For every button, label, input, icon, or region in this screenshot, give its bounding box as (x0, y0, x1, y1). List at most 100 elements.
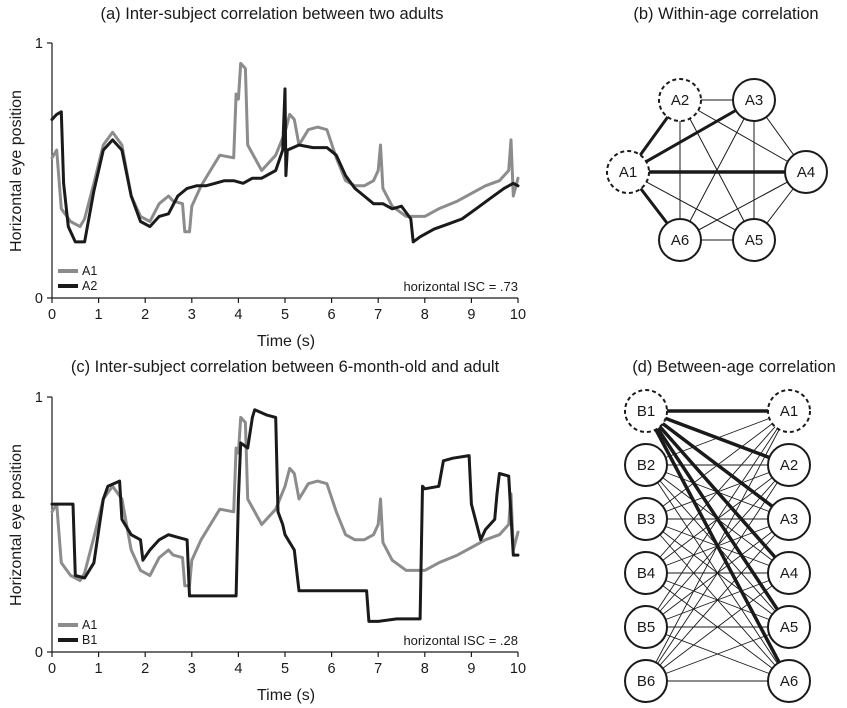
x-tick-label: 9 (467, 307, 475, 323)
panel-a-isc-label: horizontal ISC = .73 (403, 279, 518, 294)
node-a5 (767, 605, 811, 649)
x-tick-label: 8 (421, 307, 429, 323)
x-tick-label: 6 (328, 661, 336, 677)
panel-c-plot: 0 1 2 3 4 5 6 7 8 9 10 0 1 A1 B1 horizontal ISC = .2… (8, 390, 526, 704)
node-a4 (767, 551, 811, 595)
edge-b1-a5 (644, 410, 791, 628)
series-line-a2 (50, 87, 520, 244)
x-tick-label: 4 (234, 661, 242, 677)
node-a3 (732, 78, 776, 122)
node-label-a3: A3 (780, 511, 798, 528)
node-label-b4: B4 (637, 565, 655, 582)
x-tick-label: 7 (374, 307, 382, 323)
node-label-a2: A2 (780, 457, 798, 474)
node-label-a4: A4 (780, 565, 798, 582)
series-line-a1 (50, 415, 520, 588)
node-label-a5: A5 (780, 619, 798, 636)
x-tick-label: 3 (188, 307, 196, 323)
panel-b-title: (b) Within-age correlation (633, 5, 818, 23)
legend-label-a2: A2 (82, 279, 97, 293)
panel-a-legend: A1 A2 (58, 264, 97, 293)
legend-label-a1: A1 (82, 264, 97, 278)
x-tick-label: 5 (281, 307, 289, 323)
series-line-a1 (50, 61, 520, 234)
y-tick-label: 0 (35, 291, 43, 307)
node-a5 (732, 218, 776, 262)
node-label-a6: A6 (671, 232, 689, 249)
x-tick-label: 2 (141, 307, 149, 323)
edge-b1-a4 (644, 409, 791, 575)
panel-c-lines (50, 408, 520, 623)
node-label-a1: A1 (780, 403, 798, 420)
node-a4 (784, 150, 828, 194)
y-tick-label: 1 (35, 36, 43, 52)
node-a2 (658, 78, 702, 122)
node-label-a1: A1 (619, 164, 637, 181)
panel-a-plot: 0 1 2 3 4 5 6 7 8 9 10 0 1 A1 A2 horizontal ISC = .7… (8, 36, 526, 350)
x-tick-label: 2 (141, 661, 149, 677)
edge-b1-a3 (644, 409, 791, 521)
x-tick-label: 10 (510, 307, 526, 323)
x-tick-label: 6 (328, 307, 336, 323)
edge-a4-a6 (679, 171, 807, 241)
node-label-a3: A3 (745, 92, 763, 109)
panel-c-axes: 0 1 2 3 4 5 6 7 8 9 10 0 1 (35, 390, 526, 677)
node-label-a2: A2 (671, 92, 689, 109)
node-b1 (624, 389, 668, 433)
panel-a-lines (50, 61, 520, 244)
node-label-a5: A5 (745, 232, 763, 249)
x-tick-label: 10 (510, 661, 526, 677)
edge-b1-a6 (644, 410, 791, 682)
node-label-b1: B1 (637, 403, 655, 420)
y-tick-label: 1 (35, 390, 43, 406)
node-b6 (624, 659, 668, 703)
node-a6 (767, 659, 811, 703)
node-label-b6: B6 (637, 673, 655, 690)
node-b4 (624, 551, 668, 595)
edge-b1-a2 (645, 409, 790, 467)
panel-c-ylabel: Horizontal eye position (8, 444, 25, 606)
y-tick-label: 0 (35, 645, 43, 661)
x-tick-label: 5 (281, 661, 289, 677)
x-tick-label: 0 (48, 661, 56, 677)
panel-c-legend: A1 B1 (58, 618, 97, 647)
series-line-b1 (50, 408, 520, 623)
node-a6 (658, 218, 702, 262)
node-label-b5: B5 (637, 619, 655, 636)
node-a1 (606, 150, 650, 194)
legend-label-c-a1: A1 (82, 618, 97, 632)
edge-a1-a3 (627, 98, 755, 174)
panel-a-ylabel: Horizontal eye position (8, 90, 25, 252)
panel-d-title: (d) Between-age correlation (632, 358, 836, 376)
panel-a-xlabel: Time (s) (257, 333, 315, 350)
node-label-b2: B2 (637, 457, 655, 474)
edge-a2-a4 (679, 99, 807, 173)
x-tick-label: 1 (95, 307, 103, 323)
node-b3 (624, 497, 668, 541)
panel-c-xlabel: Time (s) (257, 687, 315, 704)
node-b5 (624, 605, 668, 649)
edge-a1-a5 (627, 171, 755, 241)
x-tick-label: 1 (95, 661, 103, 677)
x-tick-label: 3 (188, 661, 196, 677)
panel-d-network: B1 B2 B3 B4 B5 B6 A1 A2 A3 A4 A5 A6 (624, 389, 811, 703)
node-b2 (624, 443, 668, 487)
x-tick-label: 4 (234, 307, 242, 323)
edge-a3-a6 (679, 99, 755, 241)
node-a2 (767, 443, 811, 487)
x-tick-label: 0 (48, 307, 56, 323)
node-label-a4: A4 (797, 164, 815, 181)
x-tick-label: 9 (467, 661, 475, 677)
panel-c-isc-label: horizontal ISC = .28 (403, 633, 518, 648)
x-tick-label: 7 (374, 661, 382, 677)
node-label-b3: B3 (637, 511, 655, 528)
panel-c-title: (c) Inter-subject correlation between 6-… (71, 358, 500, 376)
node-label-a6: A6 (780, 673, 798, 690)
panel-b-network: A1 A2 A3 A4 A5 A6 (606, 78, 828, 262)
x-tick-label: 8 (421, 661, 429, 677)
legend-label-c-b1: B1 (82, 633, 97, 647)
node-a3 (767, 497, 811, 541)
panel-a-title: (a) Inter-subject correlation between tw… (100, 5, 443, 23)
panel-a-axes: 0 1 2 3 4 5 6 7 8 9 10 0 1 (35, 36, 526, 323)
